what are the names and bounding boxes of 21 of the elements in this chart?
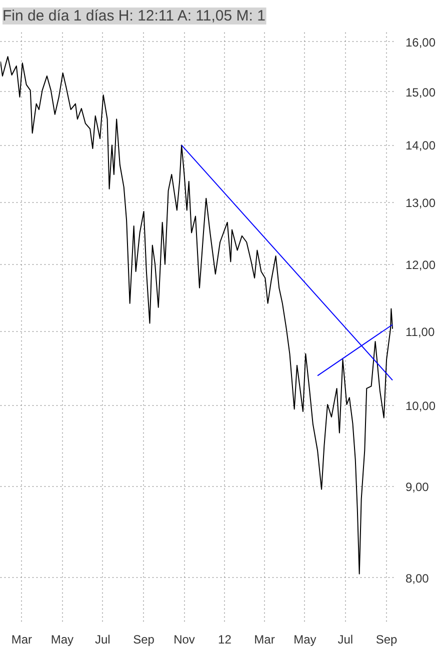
x-tick-label: Jul <box>338 632 354 646</box>
y-tick-label: 14,00 <box>406 138 436 153</box>
y-tick-label: 8,00 <box>406 571 430 586</box>
x-tick-label: May <box>50 632 74 646</box>
y-tick-label: 10,00 <box>406 398 436 413</box>
x-tick-label: Sep <box>376 632 398 646</box>
x-tick-label: Jul <box>94 632 110 646</box>
y-tick-label: 16,00 <box>406 35 436 50</box>
chart-title: Fin de día 1 días H: 12:11 A: 11,05 M: 1 <box>2 8 266 24</box>
line-series <box>0 56 394 574</box>
x-tick-label: Sep <box>133 632 155 646</box>
x-tick-label: Mar <box>11 632 32 646</box>
x-tick-label: Mar <box>254 632 275 646</box>
y-tick-label: 15,00 <box>406 85 436 100</box>
x-tick-label: Nov <box>174 632 195 646</box>
y-tick-label: 9,00 <box>406 480 430 494</box>
x-tick-label: 12 <box>218 632 232 646</box>
y-tick-label: 13,00 <box>406 196 436 210</box>
y-tick-label: 12,00 <box>406 258 436 272</box>
x-tick-label: May <box>294 632 316 646</box>
y-tick-label: 11,00 <box>406 325 435 340</box>
